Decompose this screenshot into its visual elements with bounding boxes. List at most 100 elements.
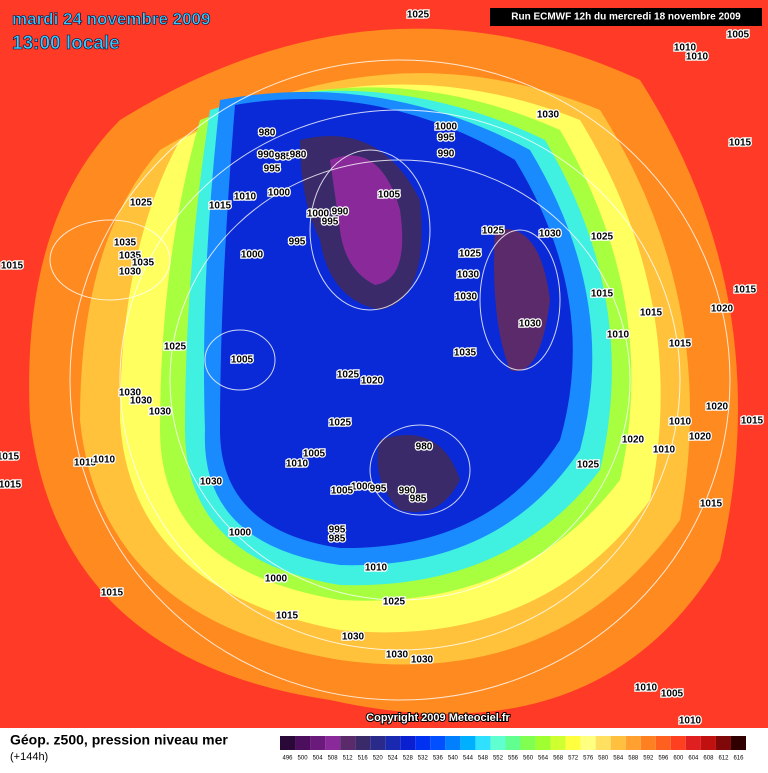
- isobar-label: 1035: [114, 238, 137, 249]
- isobar-label: 1010: [653, 445, 676, 456]
- colorbar-label: 528: [403, 756, 414, 762]
- colorbar-label: 540: [448, 756, 459, 762]
- isobar-label: 1025: [164, 342, 187, 353]
- colorbar-label: 508: [328, 756, 339, 762]
- colorbar-swatch: [610, 736, 626, 750]
- isobar-label: 1030: [457, 270, 480, 281]
- isobar-label: 1010: [674, 43, 697, 54]
- isobar-label: 1025: [482, 226, 505, 237]
- colorbar-swatch: [535, 736, 551, 750]
- colorbar-label: 568: [553, 756, 564, 762]
- colorbar-label: 580: [598, 756, 609, 762]
- colorbar-label: 560: [523, 756, 534, 762]
- isobar-label: 1025: [329, 418, 352, 429]
- isobar-label: 1030: [342, 632, 365, 643]
- isobar-label: 1020: [689, 432, 712, 443]
- isobar-label: 1035: [119, 251, 142, 262]
- colorbar-swatch: [565, 736, 581, 750]
- isobar-label: 980: [290, 150, 307, 161]
- colorbar-label: 516: [358, 756, 369, 762]
- time-title: 13:00 locale: [12, 33, 120, 54]
- colorbar-swatch: [400, 736, 416, 750]
- colorbar-swatch: [595, 736, 611, 750]
- isobar-label: 1010: [679, 716, 702, 727]
- isobars: [49, 59, 731, 701]
- colorbar-swatch: [370, 736, 386, 750]
- isobar-label: 1030: [149, 407, 172, 418]
- isobar-label: 1000: [241, 250, 264, 261]
- colorbar-swatch: [430, 736, 446, 750]
- isobar-label: 1030: [130, 396, 153, 407]
- isobar-label: 1015: [0, 452, 20, 463]
- colorbar-label: 544: [463, 756, 474, 762]
- isobar-label: 1015: [74, 458, 97, 469]
- isobar-label: 1020: [706, 402, 729, 413]
- isobar-label: 1030: [119, 388, 142, 399]
- isobar-label: 1000: [268, 188, 291, 199]
- colorbar-swatch: [685, 736, 701, 750]
- isobar-label: 1010: [286, 459, 309, 470]
- isobar-label: 1005: [727, 30, 750, 41]
- colorbar-swatch: [520, 736, 536, 750]
- isobar-label: 1015: [640, 308, 663, 319]
- isobar-label: 1030: [119, 267, 142, 278]
- colorbar-label: 592: [643, 756, 654, 762]
- colorbar-label: 572: [568, 756, 579, 762]
- isobar-label: 1005: [331, 486, 354, 497]
- isobar-label: 1015: [0, 480, 22, 491]
- colorbar-swatch: [460, 736, 476, 750]
- colorbar-label: 504: [313, 756, 324, 762]
- isobar-label: 995: [329, 525, 346, 536]
- isobar-label: 1010: [93, 455, 116, 466]
- isobar-label: 1015: [101, 588, 124, 599]
- isobar-label: 1005: [231, 355, 254, 366]
- isobar-label: 1025: [577, 460, 600, 471]
- colorbar-swatch: [670, 736, 686, 750]
- isobar-label: 1015: [741, 416, 764, 427]
- copyright: Copyright 2009 Meteociel.fr: [366, 712, 510, 724]
- colorbar-label: 608: [703, 756, 714, 762]
- isobar-label: 1015: [276, 611, 299, 622]
- isobar-label: 980: [259, 128, 276, 139]
- colorbar-swatch: [640, 736, 656, 750]
- isobar-label: 990: [258, 150, 275, 161]
- colorbar-swatch: [385, 736, 401, 750]
- run-box: [490, 8, 762, 26]
- colorbar-swatch: [340, 736, 356, 750]
- isobar-label: 1015: [734, 285, 757, 296]
- run-info: Run ECMWF 12h du mercredi 18 novembre 20…: [511, 12, 741, 23]
- isobar-label: 995: [289, 237, 306, 248]
- colorbar-swatch: [580, 736, 596, 750]
- colorbar-swatch: [445, 736, 461, 750]
- isobar-label: 1010: [686, 52, 709, 63]
- isobar-label: 1015: [1, 261, 24, 272]
- isobar-label: 995: [322, 217, 339, 228]
- colorbar-swatch: [625, 736, 641, 750]
- colorbar-swatch: [355, 736, 371, 750]
- colorbar-swatch: [700, 736, 716, 750]
- colorbar-label: 584: [613, 756, 624, 762]
- isobar-label: 995: [370, 484, 387, 495]
- footer-label: Géop. z500, pression niveau mer: [10, 732, 228, 748]
- isobar-label: 1015: [209, 201, 232, 212]
- isobar-label: 1010: [234, 192, 257, 203]
- colorbar-label: 576: [583, 756, 594, 762]
- isobar-label: 1020: [361, 376, 384, 387]
- colorbar-swatch: [310, 736, 326, 750]
- colorbar-swatch: [505, 736, 521, 750]
- colorbar-label: 524: [388, 756, 399, 762]
- isobar-label: 1035: [132, 258, 155, 269]
- isobar-label: 1025: [591, 232, 614, 243]
- colorbar-label: 604: [688, 756, 699, 762]
- isobar-label: 1000: [229, 528, 252, 539]
- isobar-label: 1030: [386, 650, 409, 661]
- colorbar-swatch: [730, 736, 746, 750]
- colorbar-swatch: [655, 736, 671, 750]
- colorbar-swatch: [415, 736, 431, 750]
- isobar-label: 980: [416, 442, 433, 453]
- colorbar-label: 564: [538, 756, 549, 762]
- isobar-label: 1000: [265, 574, 288, 585]
- colorbar-swatch: [280, 736, 296, 750]
- isobar-label: 1010: [607, 330, 630, 341]
